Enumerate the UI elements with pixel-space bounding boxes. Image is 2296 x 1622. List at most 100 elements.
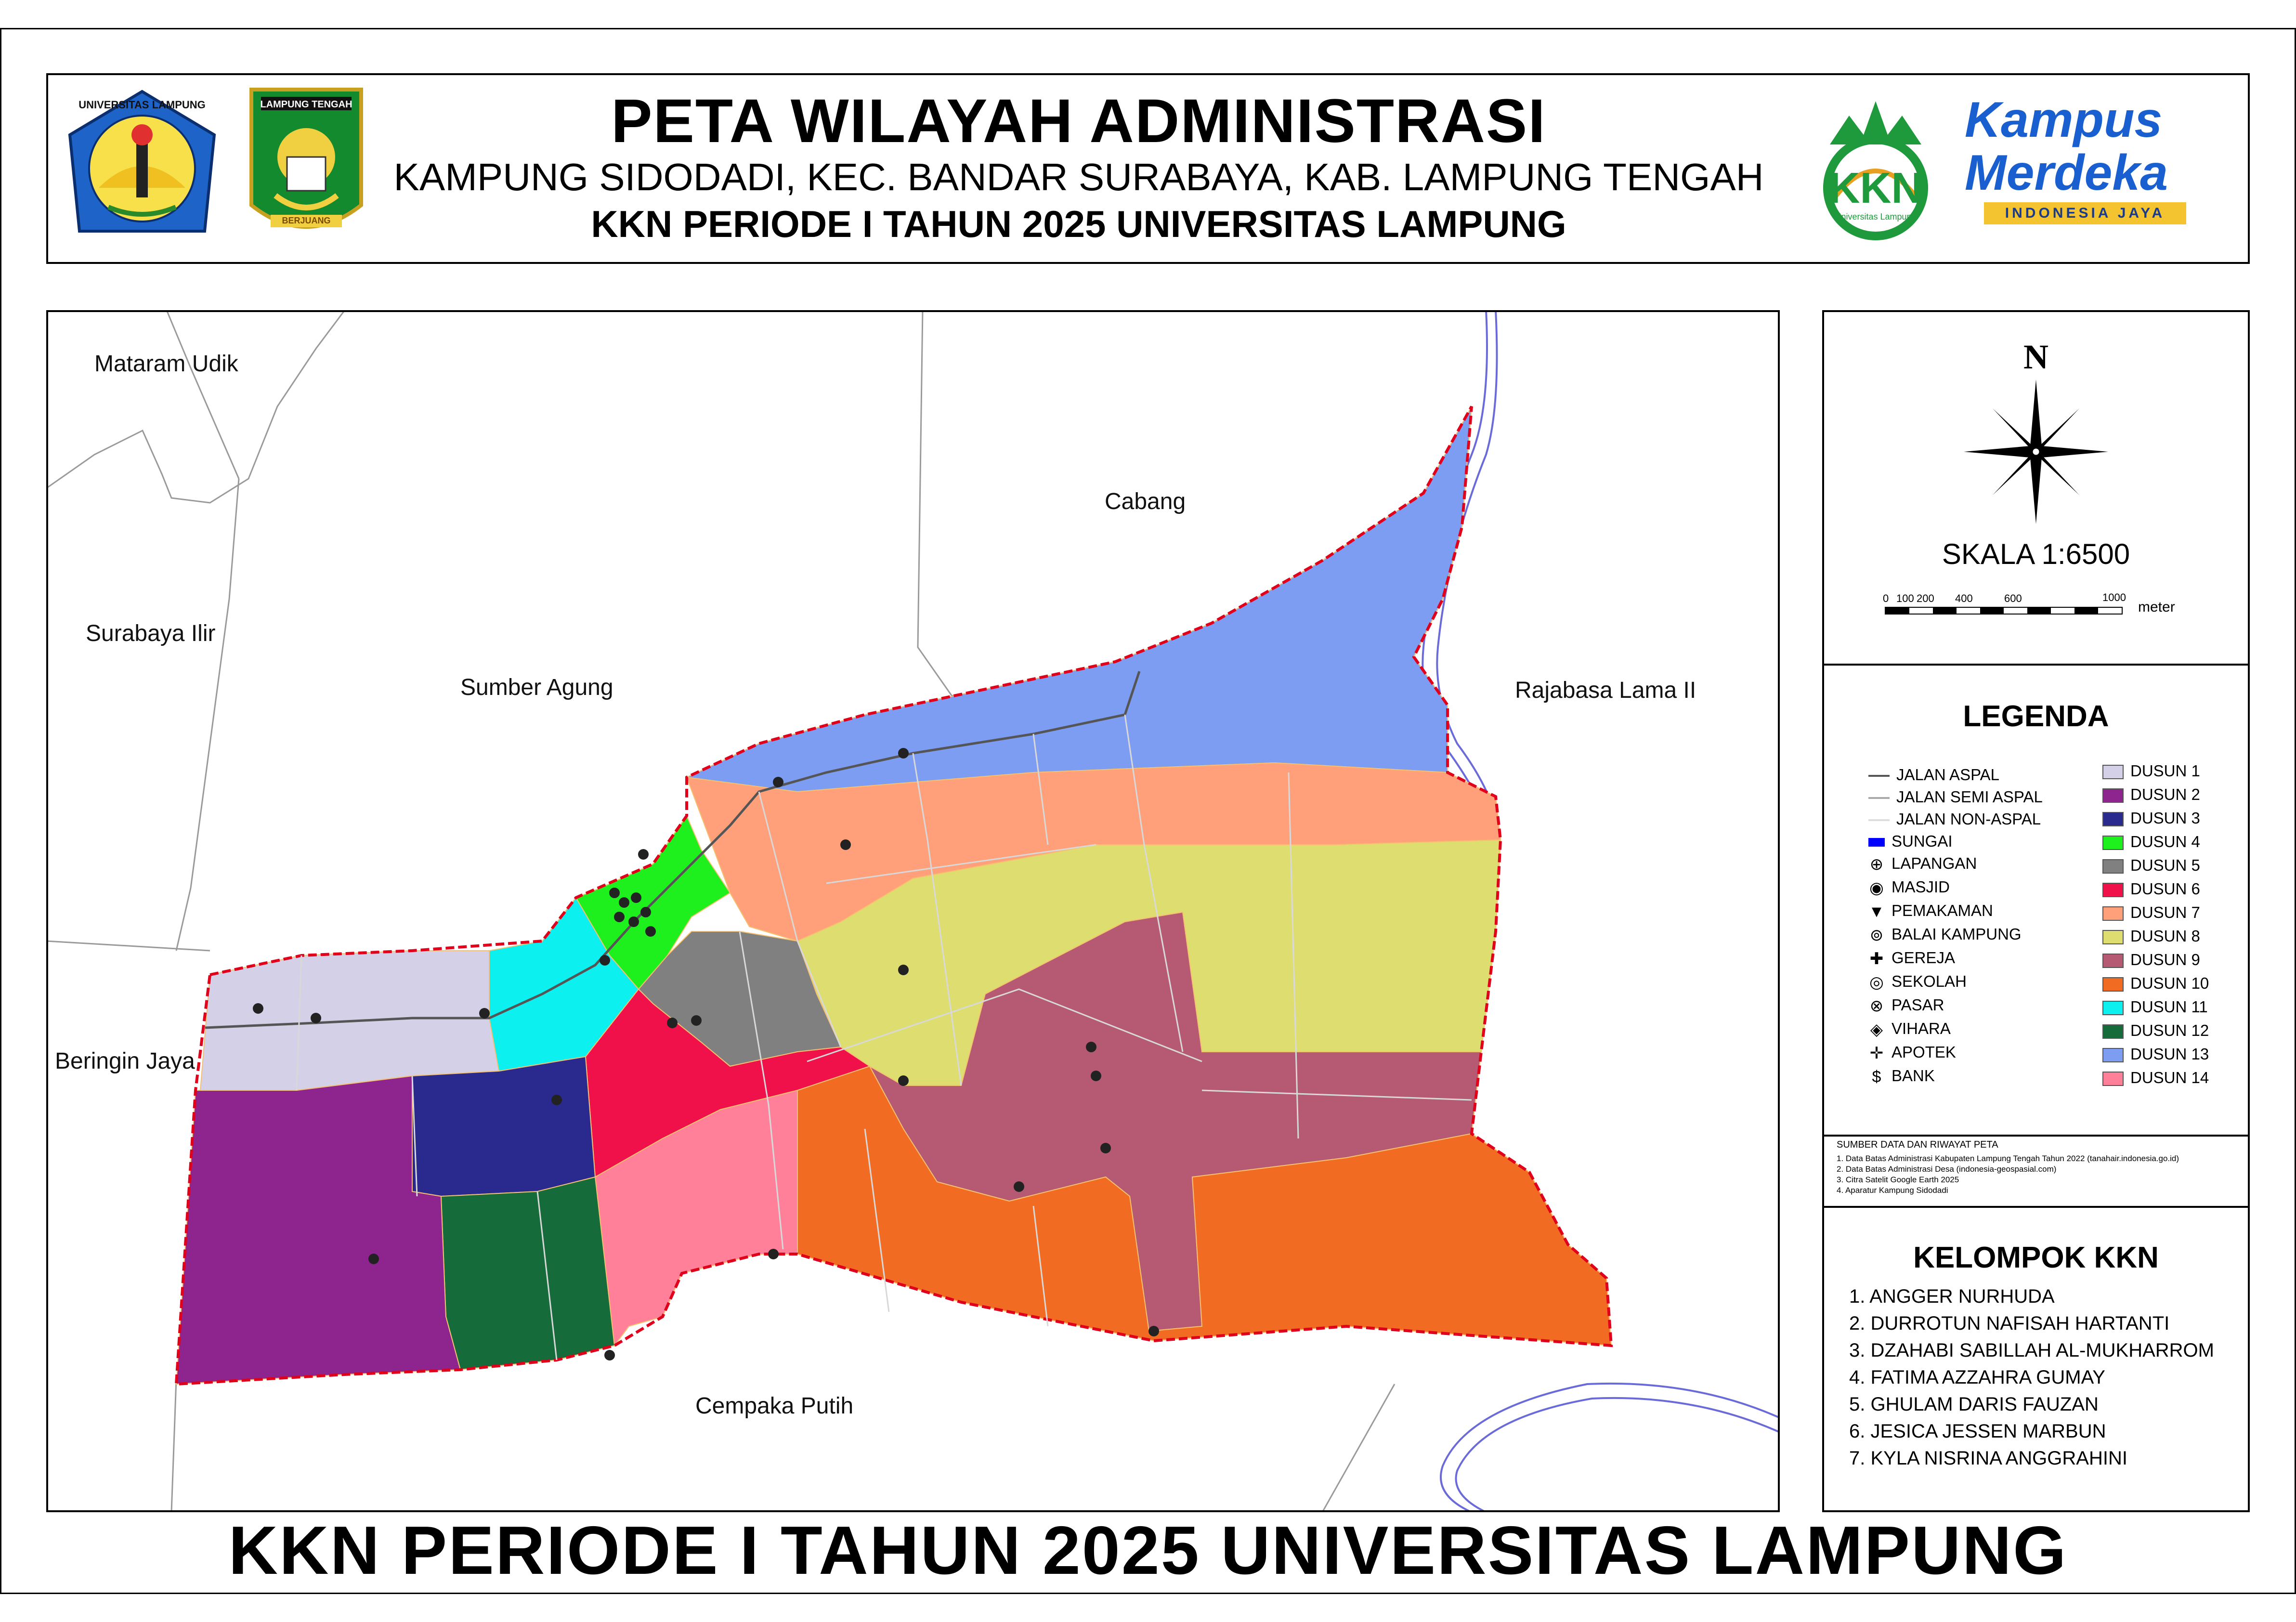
legend-dusun-item: DUSUN 12	[2102, 1020, 2209, 1041]
legend-line-label: JALAN SEMI ASPAL	[1896, 788, 2043, 806]
admin-boundary-line	[48, 312, 344, 504]
neighbor-label-mataram-udik: Mataram Udik	[94, 351, 238, 377]
admin-boundary-line	[170, 1379, 177, 1510]
road-semi	[1032, 733, 1049, 845]
road-asphalt	[205, 671, 1141, 1029]
legend-point-item: ◈ VIHARA	[1868, 1019, 1951, 1039]
legend-dusun-label: DUSUN 13	[2130, 1045, 2209, 1063]
legend-point-item: ✛ APOTEK	[1868, 1042, 1956, 1062]
lampung-tengah-logo-text: LAMPUNG TENGAH	[260, 99, 352, 110]
poi-marker	[619, 897, 629, 908]
legend-dusun-item: DUSUN 4	[2102, 832, 2200, 852]
river-bank-right	[1436, 312, 1498, 816]
legend-dusun-swatch	[2102, 930, 2124, 945]
cemetery-pin-icon: ▼	[1868, 903, 1885, 921]
poi-marker	[311, 1013, 321, 1023]
village-boundary	[174, 406, 1613, 1386]
legend-dusun-label: DUSUN 12	[2130, 1021, 2209, 1039]
map-title: PETA WILAYAH ADMINISTRASI	[611, 87, 1546, 156]
bank-pin-icon: $	[1872, 1068, 1881, 1086]
legend-dusun-label: DUSUN 8	[2130, 927, 2200, 945]
scale-tick-400: 400	[1955, 592, 1973, 604]
road-semi	[1032, 1205, 1049, 1327]
group-member: 2. DURROTUN NAFISAH HARTANTI	[1849, 1313, 2170, 1334]
legend-point-label: GEREJA	[1892, 949, 1956, 967]
scale-tick-100: 100	[1896, 592, 1914, 604]
kkn-logo-subtext: Universitas Lampung	[1835, 212, 1917, 222]
legend-line-swatch	[1868, 838, 1885, 847]
neighbor-label-beringin-jaya: Beringin Jaya	[55, 1048, 195, 1074]
admin-boundary-line	[175, 478, 240, 951]
scale-bar-graphic	[1885, 607, 2123, 615]
scale-tick-600: 600	[2004, 592, 2022, 604]
lampung-tengah-logo-motto: BERJUANG	[282, 216, 331, 225]
scale-bar: 0 100 200 400 600 1000 meter	[1830, 588, 2242, 626]
dusun-3-area	[412, 1056, 596, 1197]
legend-dusun-swatch	[2102, 765, 2124, 780]
legend-dusun-item: DUSUN 11	[2102, 997, 2208, 1017]
scale-tick-0: 0	[1883, 592, 1889, 604]
legend-dusun-label: DUSUN 5	[2130, 856, 2200, 874]
sources-divider	[1822, 1135, 2250, 1137]
header-box	[46, 73, 2250, 264]
river	[1422, 312, 1778, 1510]
road-semi	[1124, 714, 1184, 1052]
legend-dusun-label: DUSUN 7	[2130, 903, 2200, 921]
group-member: 4. FATIMA AZZAHRA GUMAY	[1849, 1367, 2105, 1388]
legend-dusun-swatch	[2102, 906, 2124, 921]
legend-line-label: JALAN ASPAL	[1896, 766, 2000, 784]
legend-dusun-swatch	[2102, 954, 2124, 968]
legend-dusun-item: DUSUN 5	[2102, 855, 2200, 876]
poi-marker	[614, 912, 625, 922]
legend-dusun-item: DUSUN 6	[2102, 879, 2200, 899]
legend-dusun-swatch	[2102, 977, 2124, 992]
legend-point-item: $ BANK	[1868, 1066, 1935, 1086]
admin-boundary-line	[48, 940, 210, 952]
field-pin-icon: ⊕	[1869, 855, 1884, 874]
church-pin-icon: ✚	[1869, 950, 1884, 968]
legend-point-item: ⊚ BALAI KAMPUNG	[1868, 924, 2022, 944]
river-bank-right	[1455, 1397, 1778, 1510]
group-member: 1. ANGGER NURHUDA	[1849, 1286, 2055, 1307]
legend-dusun-label: DUSUN 9	[2130, 951, 2200, 968]
legend-dusun-label: DUSUN 3	[2130, 809, 2200, 827]
neighbor-label-rajabasa-lama-ii: Rajabasa Lama II	[1515, 678, 1696, 703]
group-box	[1822, 1206, 2250, 1512]
dusun-13-area	[685, 406, 1472, 793]
poi-marker	[628, 916, 639, 927]
legend-dusun-item: DUSUN 13	[2102, 1044, 2209, 1064]
legend-dusun-swatch	[2102, 1001, 2124, 1016]
poi-marker	[1014, 1181, 1024, 1192]
school-pin-icon: ◎	[1869, 973, 1884, 992]
neighbor-label-sumber-agung: Sumber Agung	[460, 675, 613, 700]
legend-dusun-swatch	[2102, 1048, 2124, 1063]
source-item-1: 1. Data Batas Administrasi Kabupaten Lam…	[1837, 1154, 2179, 1163]
poi-marker	[368, 1254, 379, 1264]
poi-marker	[253, 1003, 263, 1014]
road-semi	[758, 791, 842, 1047]
poi-marker	[691, 1015, 702, 1026]
admin-boundary-line	[1322, 1384, 1396, 1510]
legend-point-label: VIHARA	[1892, 1020, 1951, 1037]
legend-dusun-label: DUSUN 6	[2130, 880, 2200, 898]
dusun-12-area	[440, 1176, 615, 1371]
poi-marker	[631, 892, 641, 903]
lampung-tengah-logo	[247, 85, 366, 249]
poi-marker	[600, 955, 610, 966]
unila-logo-text: UNIVERSITAS LAMPUNG	[78, 99, 206, 111]
legend-dusun-item: DUSUN 1	[2102, 761, 2200, 781]
legend-line-swatch	[1868, 775, 1890, 777]
kampus-logo-line2: Merdeka	[1965, 145, 2168, 201]
compass-rose-icon	[1964, 379, 2108, 524]
admin-boundary-line	[167, 312, 240, 479]
legend-point-item: ◉ MASJID	[1868, 877, 1950, 897]
group-member: 6. JESICA JESSEN MARBUN	[1849, 1421, 2106, 1442]
road-semi	[826, 844, 1096, 884]
neighbor-label-cabang: Cabang	[1105, 489, 1186, 514]
legend-line-label: SUNGAI	[1892, 832, 1953, 850]
legend-line-swatch	[1868, 797, 1890, 799]
scale-unit: meter	[2138, 599, 2175, 615]
vihara-pin-icon: ◈	[1870, 1020, 1883, 1039]
road-semi	[864, 1128, 890, 1312]
poi-marker	[1148, 1326, 1159, 1336]
